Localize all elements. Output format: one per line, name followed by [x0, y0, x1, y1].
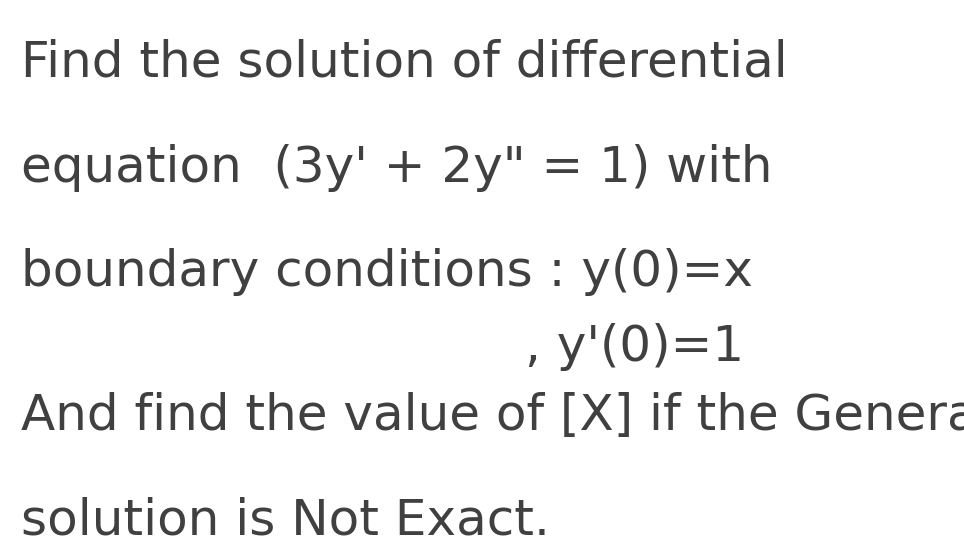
Text: , y'(0)=1: , y'(0)=1 — [525, 323, 744, 371]
Text: equation  (3y' + 2y" = 1) with: equation (3y' + 2y" = 1) with — [21, 144, 773, 192]
Text: Find the solution of differential: Find the solution of differential — [21, 39, 788, 87]
Text: And find the value of [X] if the General: And find the value of [X] if the General — [21, 392, 964, 440]
Text: boundary conditions : y(0)=x: boundary conditions : y(0)=x — [21, 248, 753, 296]
Text: solution is Not Exact.: solution is Not Exact. — [21, 497, 550, 545]
